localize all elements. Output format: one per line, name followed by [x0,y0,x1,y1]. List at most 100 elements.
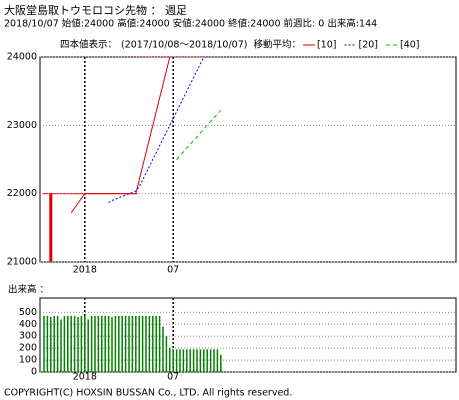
volume-bar [73,315,76,372]
x-tick-label: 2018 [73,265,97,276]
y-tick-label: 300 [19,331,37,342]
candle-body [137,57,141,58]
candle-body [164,57,168,58]
volume-bar [172,349,174,372]
volume-bar [121,315,123,372]
candle-body [76,193,80,195]
volume-bar [63,315,66,372]
ma-label: 移動平均： [253,39,301,51]
volume-bar [101,315,103,372]
period: (2017/10/08～2018/10/07) [121,40,247,51]
candle-body [141,57,145,58]
volume-bar [124,315,127,372]
volume-bar [135,315,137,372]
volume-bar [155,315,157,372]
candle-body [52,193,56,195]
volume-bar [213,349,215,372]
candle-body [144,57,148,58]
plot-area [43,315,222,372]
volume-bar [192,349,195,372]
candle-body [69,193,73,195]
volume-bar [118,315,120,372]
volume-bar [87,319,89,372]
volume-bar [80,315,83,372]
x-tick-label: 2018 [73,372,97,383]
candle-body [49,193,53,195]
volume-bar [138,315,140,372]
volume-bar [203,349,205,372]
candle-body [147,57,151,58]
volume-bar [50,317,52,372]
y-tick-label: 23000 [7,120,37,131]
volume-bar [152,315,154,372]
plot-frame [39,56,457,263]
ma-line [176,109,222,160]
volume-bar [206,349,208,372]
volume-bar [77,317,79,372]
volume-label: 出来高 ： [8,284,49,296]
volume-bar [97,315,100,372]
candle-body [154,57,158,58]
candle-body [161,57,165,58]
volume-bar [90,315,93,372]
candle-body [73,193,77,195]
volume-bar [158,315,161,372]
candle-body [62,193,66,195]
volume-bar [141,315,144,372]
legend-label: [20] [358,40,378,51]
y-tick-label: 500 [19,307,37,318]
y-tick-label: 22000 [7,188,37,199]
candle-body [79,193,83,195]
volume-bar [131,315,134,372]
candle-body [45,193,49,195]
volume-bar [179,349,181,372]
volume-bar [60,319,62,372]
volume-bar [128,315,130,372]
price-label: 四本値表示： [60,39,117,51]
volume-bar [67,315,69,372]
y-tick-label: 0 [31,367,37,378]
volume-bar [148,315,151,372]
volume-bar [199,349,202,372]
volume-bar [114,315,117,372]
volume-bar [189,349,191,372]
volume-bar [145,315,147,372]
volume-bar [216,349,219,372]
y-tick-label: 100 [19,355,37,366]
volume-bar [70,315,72,372]
volume-bar [182,349,185,372]
volume-bar [43,315,45,372]
ma-line [70,57,221,214]
volume-bar [165,336,168,372]
plot-area [42,57,223,262]
y-tick-label: 200 [19,343,37,354]
volume-bar [56,315,59,372]
candle-body [42,193,46,195]
footer: COPYRIGHT(C) HOXSIN BUSSAN Co., LTD. All… [4,388,292,399]
volume-bar [46,315,49,372]
candle-body [158,57,162,58]
legend-label: [10] [317,40,337,51]
candle-body [59,193,63,195]
candle-body [56,193,60,195]
x-tick-label: 07 [167,372,179,383]
volume-bar [104,315,106,372]
x-tick-label: 07 [167,265,179,276]
y-tick-label: 400 [19,319,37,330]
volume-bar [111,317,113,372]
volume-bar [162,326,164,372]
candle-body [151,57,155,58]
y-tick-label: 21000 [7,257,37,268]
ma-line [108,57,221,203]
volume-bar [186,349,188,372]
candle-body [66,193,70,195]
volume-bar [169,348,171,372]
volume-bar [84,315,86,372]
volume-bar [107,315,110,372]
legend-label: [40] [400,40,420,51]
volume-bar [175,349,178,372]
volume-bar [53,315,55,372]
info: 2018/10/07 始値:24000 高値:24000 安値:24000 終値… [4,18,377,30]
title: 大阪堂島取トウモロコシ先物 ： 週足 [4,3,187,17]
